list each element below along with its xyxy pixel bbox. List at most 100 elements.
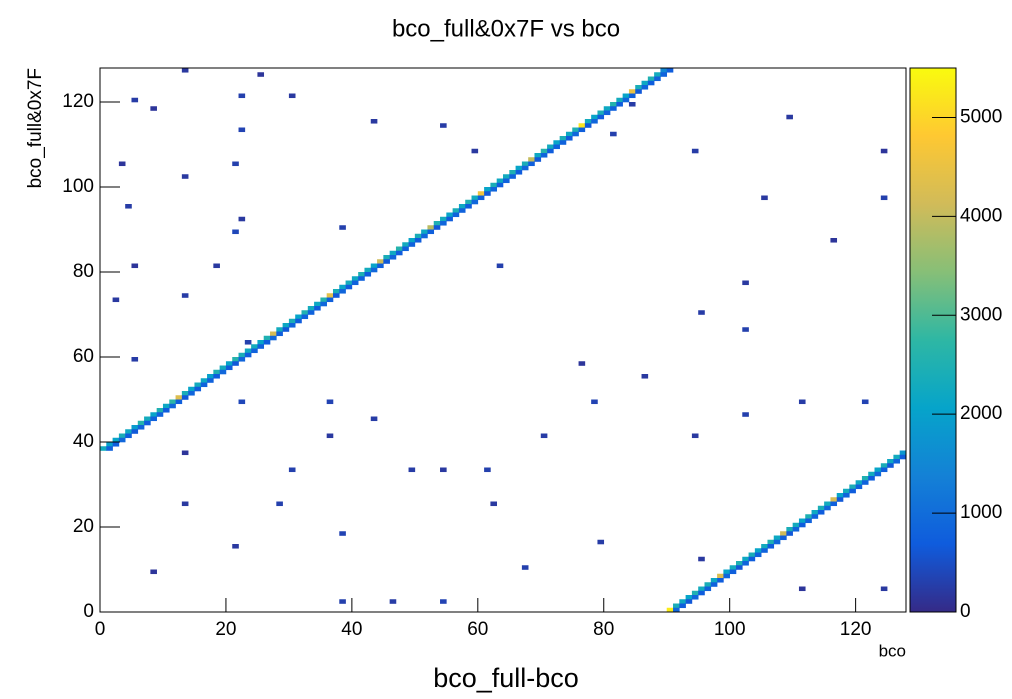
- heatmap-cell: [817, 510, 825, 515]
- heatmap-cell: [332, 293, 340, 298]
- heatmap-cell: [880, 195, 888, 201]
- heatmap-cell: [213, 263, 220, 269]
- heatmap-cell: [622, 97, 630, 103]
- heatmap-cell: [414, 233, 422, 239]
- heatmap-cell: [591, 119, 598, 124]
- y-tick-label: 120: [62, 91, 94, 112]
- heatmap-cell: [843, 488, 850, 494]
- heatmap-cell: [843, 493, 850, 498]
- heatmap-cell: [685, 595, 693, 600]
- heatmap-cell: [282, 327, 290, 332]
- heatmap-cell: [679, 603, 686, 609]
- heatmap-cell: [244, 340, 252, 345]
- heatmap-cell: [370, 263, 378, 269]
- heatmap-cell: [389, 255, 397, 260]
- heatmap-cell: [301, 314, 309, 320]
- x-tick-label: 60: [467, 619, 488, 640]
- heatmap-cell: [610, 102, 617, 107]
- heatmap-cell: [824, 505, 831, 511]
- heatmap-cell: [849, 488, 856, 494]
- heatmap-cell: [238, 399, 246, 405]
- heatmap-cell: [433, 225, 441, 230]
- heatmap-cell: [307, 310, 315, 315]
- heatmap-cell: [477, 195, 485, 201]
- heatmap-cell: [232, 161, 239, 167]
- heatmap-cell: [477, 191, 485, 196]
- heatmap-cell: [118, 437, 126, 443]
- chart-title: bco_full&0x7F vs bco: [392, 15, 620, 42]
- heatmap-cell: [786, 531, 793, 536]
- heatmap-cell: [553, 144, 560, 150]
- heatmap-cell: [503, 178, 510, 184]
- heatmap-cell: [421, 229, 428, 235]
- y-tick-label: 0: [83, 601, 94, 622]
- heatmap-cell: [402, 246, 409, 252]
- heatmap-cell: [131, 357, 139, 362]
- heatmap-cell: [263, 340, 271, 345]
- heatmap-cell: [377, 259, 384, 264]
- heatmap-cell: [131, 263, 139, 269]
- heatmap-cell: [673, 603, 680, 609]
- heatmap-cell: [440, 599, 447, 604]
- heatmap-cell: [761, 195, 768, 201]
- heatmap-cell: [307, 306, 315, 311]
- heatmap-cell: [698, 310, 705, 315]
- heatmap-cell: [370, 119, 378, 124]
- heatmap-cell: [735, 565, 743, 570]
- heatmap-cell: [717, 573, 724, 579]
- heatmap-cell: [540, 148, 548, 154]
- heatmap-cell: [553, 140, 560, 145]
- heatmap-cell: [238, 127, 246, 133]
- heatmap-cell: [288, 318, 296, 324]
- heatmap-cell: [440, 467, 447, 473]
- heatmap-cell: [521, 165, 529, 171]
- heatmap-cell: [534, 153, 542, 158]
- heatmap-cell: [521, 161, 529, 167]
- x-tick-label: 40: [341, 619, 362, 640]
- heatmap-cell: [597, 114, 605, 120]
- heatmap-cell: [232, 544, 239, 549]
- heatmap-cell: [673, 607, 680, 613]
- heatmap-cell: [496, 263, 504, 269]
- heatmap-cell: [238, 352, 246, 358]
- heatmap-cell: [125, 204, 132, 209]
- heatmap-cell: [628, 89, 636, 94]
- heatmap-cell: [345, 284, 353, 290]
- heatmap-cell: [238, 93, 246, 99]
- heatmap-cell: [112, 437, 120, 443]
- heatmap-cell: [238, 357, 246, 362]
- heatmap-cell: [370, 267, 378, 273]
- heatmap-cell: [207, 374, 214, 379]
- heatmap-cell: [817, 505, 825, 511]
- heatmap-cell: [547, 148, 554, 154]
- heatmap-cell: [389, 599, 397, 604]
- y-tick-label: 20: [73, 516, 94, 537]
- heatmap-cell: [729, 569, 737, 575]
- heatmap-cell: [276, 331, 283, 337]
- heatmap-cell: [446, 212, 453, 218]
- heatmap-cell: [698, 590, 705, 596]
- heatmap-cell: [100, 446, 107, 451]
- heatmap-cell: [251, 348, 258, 354]
- heatmap-cell: [572, 127, 579, 133]
- heatmap-cell: [540, 433, 548, 439]
- heatmap-cell: [106, 442, 113, 447]
- heatmap-cell: [603, 106, 611, 111]
- heatmap-cell: [219, 369, 227, 375]
- heatmap-cell: [383, 255, 390, 260]
- heatmap-cell: [238, 216, 246, 222]
- heatmap-cell: [465, 204, 472, 209]
- heatmap-cell: [414, 238, 422, 243]
- heatmap-cell: [635, 85, 642, 90]
- heatmap-cell: [370, 416, 378, 422]
- heatmap-cell: [131, 425, 139, 430]
- heatmap-cell: [786, 527, 793, 532]
- heatmap-cell: [887, 463, 894, 468]
- heatmap-cell: [181, 391, 189, 396]
- heatmap-cell: [314, 306, 321, 311]
- x-tick-label: 100: [714, 619, 746, 640]
- heatmap-cell: [427, 229, 435, 235]
- heatmap-cell: [194, 382, 202, 388]
- heatmap-cell: [131, 97, 139, 103]
